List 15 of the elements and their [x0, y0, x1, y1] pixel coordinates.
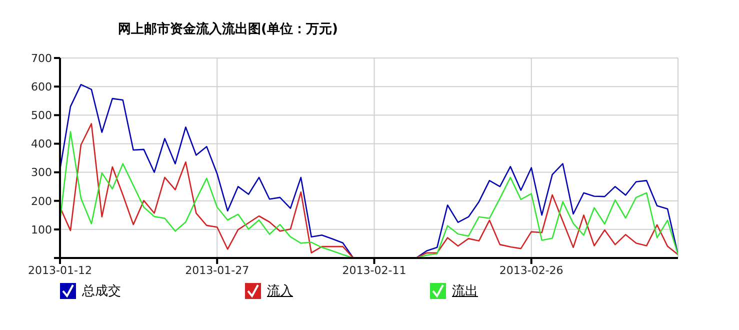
- x-tick-label: 2013-01-12: [28, 264, 92, 277]
- y-tick-label: 300: [31, 166, 52, 180]
- legend-label: 总成交: [82, 283, 121, 300]
- legend-label: 流入: [267, 283, 293, 300]
- x-tick-label: 2013-01-27: [185, 264, 250, 277]
- y-tick-label: 600: [31, 80, 52, 94]
- legend-label: 流出: [452, 283, 478, 300]
- chart-title: 网上邮市资金流入流出图(单位：万元): [117, 20, 339, 39]
- y-tick-label: 400: [31, 138, 52, 151]
- y-tick-label: 500: [31, 109, 52, 122]
- y-tick-label: 700: [31, 52, 52, 65]
- x-tick-label: 2013-02-26: [499, 264, 564, 277]
- y-tick-label: 200: [31, 194, 52, 208]
- y-tick-label: 100: [31, 223, 52, 236]
- x-tick-label: 2013-02-11: [342, 264, 406, 277]
